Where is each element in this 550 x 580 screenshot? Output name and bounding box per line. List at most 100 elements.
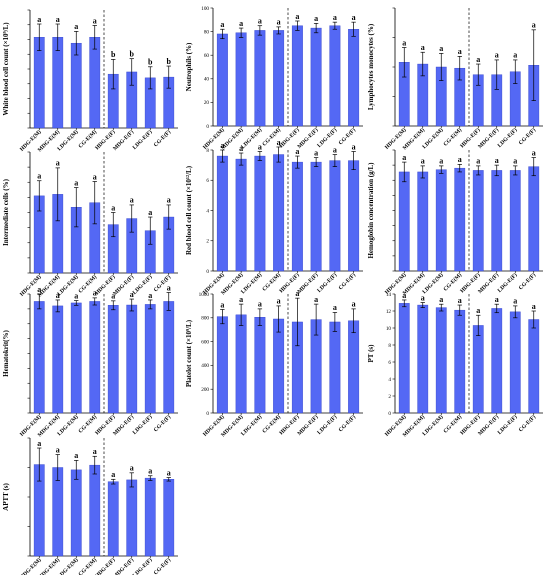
bar [163, 479, 175, 557]
bar [528, 319, 540, 414]
significance-letter: a [295, 289, 299, 298]
x-category-label: LDG-E(F) [131, 128, 154, 151]
bar [163, 301, 175, 414]
y-tick-label: 0 [206, 411, 209, 417]
bar [235, 314, 247, 414]
significance-letter: a [74, 178, 78, 187]
bar [216, 316, 228, 414]
x-category-label: CG-E(F) [517, 126, 537, 146]
y-tick-label: 0 [206, 124, 209, 130]
bar [144, 304, 156, 414]
significance-letter: a [258, 300, 262, 309]
significance-letter: a [333, 303, 337, 312]
bar [291, 161, 303, 272]
significance-letter: a [513, 297, 517, 306]
y-axis-label: Hemoglobin concentration (g/L) [367, 162, 375, 259]
bar [291, 25, 303, 127]
y-axis-label: PT (s) [367, 344, 375, 363]
significance-letter: a [37, 285, 41, 294]
y-tick-label: 2 [206, 239, 209, 245]
significance-letter: a [458, 155, 462, 164]
bar [126, 304, 138, 414]
bar [472, 325, 484, 414]
significance-letter: b [148, 58, 153, 67]
y-tick-label: 0 [206, 269, 209, 275]
significance-letter: a [421, 157, 425, 166]
significance-letter: a [111, 292, 115, 301]
bar [398, 171, 410, 272]
x-category-label: CG-E(F) [517, 413, 537, 433]
bar [254, 317, 266, 414]
chart-panel-3: Lymphocytes monocytes (%) aHDG-E(M)aMDG-E… [367, 7, 543, 151]
significance-letter: a [352, 142, 356, 151]
bar [310, 161, 322, 272]
bar [491, 170, 503, 272]
significance-letter: a [352, 300, 356, 309]
bar [70, 469, 82, 557]
bar [89, 464, 101, 557]
bar [348, 29, 360, 127]
y-tick-label: 400 [201, 363, 209, 369]
chart-panel-4: Intermediate cells (%)aHDG-E(M)aMDG-E(M)… [2, 151, 178, 298]
significance-letter: a [111, 470, 115, 479]
bar [398, 303, 410, 414]
significance-letter: a [148, 208, 152, 217]
x-category-label: MDG-E(F) [296, 413, 320, 437]
y-tick-label: 40 [204, 77, 210, 83]
x-category-label: LDG-E(F) [496, 413, 519, 436]
x-category-label: LDG-E(F) [496, 126, 519, 149]
y-axis-label: Platelet count (×10⁹/L) [185, 319, 193, 387]
y-tick-label: 6 [388, 360, 391, 366]
significance-letter: a [513, 51, 517, 60]
y-tick-label: 8 [206, 148, 209, 154]
y-tick-label: 60 [204, 53, 210, 59]
chart-panel-8: 0 200 400 600 800 1000 Platelet count (×10⁹/L)… [185, 289, 363, 438]
y-axis-label: White blood cell count (×10⁹/L) [2, 22, 10, 116]
y-axis-label: Lymphocytes monocytes (%) [367, 23, 375, 110]
significance-letter: a [439, 295, 443, 304]
bar [273, 318, 285, 414]
y-axis-label: Red blood cell count (×10¹²/L) [185, 165, 193, 255]
significance-letter: a [220, 141, 224, 150]
bar [107, 481, 119, 557]
significance-letter: a [74, 451, 78, 460]
significance-letter: a [148, 467, 152, 476]
significance-letter: a [295, 12, 299, 21]
significance-letter: b [130, 49, 135, 58]
significance-letter: a [352, 13, 356, 22]
significance-letter: a [458, 296, 462, 305]
significance-letter: a [37, 439, 41, 448]
y-tick-label: 1000 [199, 292, 210, 298]
bar [33, 301, 45, 414]
y-axis-label: APTT (s) [2, 482, 10, 510]
significance-letter: a [93, 447, 97, 456]
y-tick-label: 4 [206, 208, 209, 214]
chart-panel-6: Hemoglobin concentration (g/L)aHDG-E(M)a… [367, 148, 543, 296]
bar [89, 301, 101, 414]
x-category-label: CG-E(M) [77, 556, 98, 575]
y-axis-label: Neutrophils (%) [185, 42, 193, 91]
significance-letter: a [532, 148, 536, 157]
bar [417, 304, 429, 414]
chart-panel-10: APTT (s)aHDG-E(M)aMDG-E(M)aLDG-E(M)aCG-E… [2, 437, 178, 580]
significance-letter: a [458, 47, 462, 56]
bar [89, 37, 101, 129]
x-category-label: HDG-E(M) [18, 556, 42, 575]
significance-letter: a [239, 19, 243, 28]
significance-letter: a [37, 15, 41, 24]
significance-letter: a [402, 291, 406, 300]
y-tick-label: 20 [204, 100, 210, 106]
x-category-label: LDG-E(F) [131, 413, 154, 436]
bar [348, 320, 360, 414]
significance-letter: a [314, 14, 318, 23]
significance-letter: a [239, 295, 243, 304]
y-tick-label: 2 [388, 394, 391, 400]
significance-letter: a [56, 445, 60, 454]
significance-letter: a [258, 142, 262, 151]
significance-letter: a [148, 291, 152, 300]
